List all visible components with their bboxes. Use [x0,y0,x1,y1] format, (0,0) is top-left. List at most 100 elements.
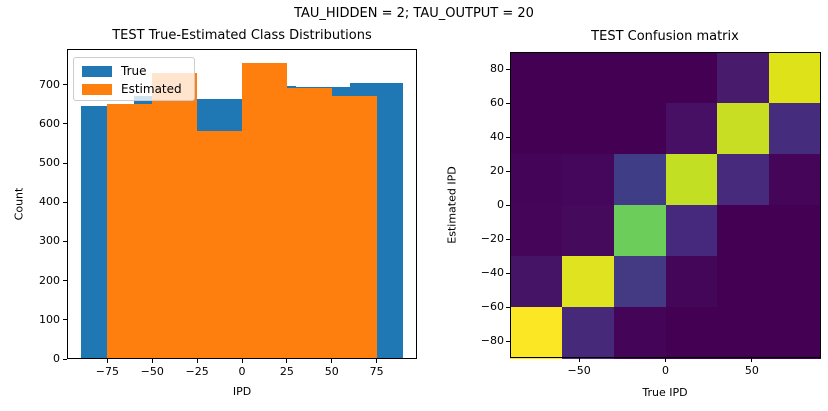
hist-x-tick-label: 50 [324,365,339,378]
hist-x-tick-label: 75 [369,365,384,378]
histogram-ylabel: Count [12,187,26,221]
cm-x-tickmark [578,358,580,362]
matrix-cell [665,52,718,104]
matrix-cell [769,205,822,257]
legend-label-true: True [121,64,147,78]
hist-y-tick-label: 400 [39,195,60,209]
histogram-xlabel: IPD [232,385,252,398]
cm-x-tickmark [665,358,666,362]
matrix-cell [561,154,615,206]
cm-y-tickmark [506,238,510,240]
matrix-cell [613,103,666,155]
cm-y-tick-label: −20 [480,232,504,245]
hist-y-tickmark [63,201,67,203]
matrix-cell [613,307,666,359]
hist-bar-estimated [107,104,153,359]
cm-y-tick-label: −60 [480,300,504,313]
hist-y-tick-label: 500 [39,156,60,170]
hist-bar-estimated [331,96,377,359]
cm-y-tickmark [506,306,510,308]
hist-x-tickmark [376,359,378,363]
figure-suptitle: TAU_HIDDEN = 2; TAU_OUTPUT = 20 [294,6,534,21]
hist-y-tickmark [63,319,67,321]
hist-x-tickmark [106,359,108,363]
matrix-cell [717,154,770,206]
matrix-cell [561,307,615,359]
hist-bar-estimated [197,130,242,359]
matrix-cell [717,307,770,359]
matrix-cell [665,154,718,206]
cm-x-tick-label: 0 [662,364,669,377]
confusion-matrix-ylabel: Estimated IPD [445,166,459,244]
cm-y-tick-label: −80 [480,334,504,347]
legend-swatch-estimated [82,83,112,95]
matrix-cell [510,205,563,257]
hist-x-tick-label: −50 [140,365,164,378]
cm-y-tickmark [506,170,510,172]
matrix-cell [769,256,822,308]
confusion-matrix-xlabel: True IPD [642,386,688,399]
cm-y-tick-label: 0 [497,198,504,211]
hist-x-tick-label: 0 [238,365,246,378]
cm-x-tickmark [751,358,753,362]
hist-bar-estimated [286,87,332,359]
cm-y-tickmark [506,136,510,138]
cm-y-tickmark [506,340,510,342]
hist-y-tickmark [63,280,67,282]
hist-x-tickmark [241,359,243,363]
hist-y-tickmark [63,240,67,242]
cm-x-tick-label: −50 [567,364,591,377]
matrix-cell [665,307,718,359]
matrix-cell [561,52,615,104]
matrix-cell [665,103,718,155]
matrix-cell [561,256,615,308]
matrix-cell [769,52,822,104]
matrix-cell [665,205,718,257]
hist-bar-estimated [242,63,287,359]
matrix-cell [510,256,563,308]
confusion-matrix-title: TEST Confusion matrix [591,29,739,44]
hist-x-tickmark [331,359,333,363]
matrix-cell [510,52,563,104]
hist-bar-estimated [152,73,198,359]
hist-x-tickmark [286,359,288,363]
matrix-cell [769,154,822,206]
matrix-cell [561,205,615,257]
hist-y-tickmark [63,84,67,86]
legend-entry-true: True [82,63,186,79]
matrix-cell [717,256,770,308]
confusion-matrix-axes: −50 0 50 80 60 40 20 0 −20 −40 −60 −80 [481,52,822,377]
cm-y-tickmark [506,204,510,206]
legend: True Estimated [73,57,195,101]
matrix-cell [717,103,770,155]
cm-y-tick-label: 60 [490,96,504,109]
matrix-cell [665,256,718,308]
matrix-cell [769,307,822,359]
hist-y-tickmark [63,358,67,360]
matrix-cell [561,103,615,155]
hist-x-tick-label: −25 [185,365,209,378]
hist-x-tickmark [196,359,198,363]
cm-y-tick-label: 80 [490,62,504,75]
histogram-title: TEST True-Estimated Class Distributions [112,28,372,43]
hist-y-tick-label: 0 [53,352,60,365]
legend-entry-estimated: Estimated [82,81,186,97]
cm-y-tickmark [506,68,510,70]
hist-x-tick-label: −75 [95,365,119,378]
matrix-cell [510,154,563,206]
matrix-cell [717,205,770,257]
hist-y-tick-label: 300 [39,234,60,248]
matrix-cell [613,256,666,308]
matrix-cell [613,154,666,206]
hist-y-tickmark [63,162,67,164]
hist-y-tick-label: 700 [39,77,60,91]
hist-x-tick-label: 25 [279,365,294,378]
cm-y-tickmark [506,102,510,104]
histogram-axes: True Estimated −75 −50 −25 0 25 50 75 0 100 200 30… [39,49,417,378]
legend-swatch-true [82,65,112,77]
hist-y-tick-label: 200 [39,273,60,287]
cm-x-tick-label: 50 [744,364,759,377]
cm-y-tick-label: 20 [490,164,504,177]
matrix-cell [769,103,822,155]
